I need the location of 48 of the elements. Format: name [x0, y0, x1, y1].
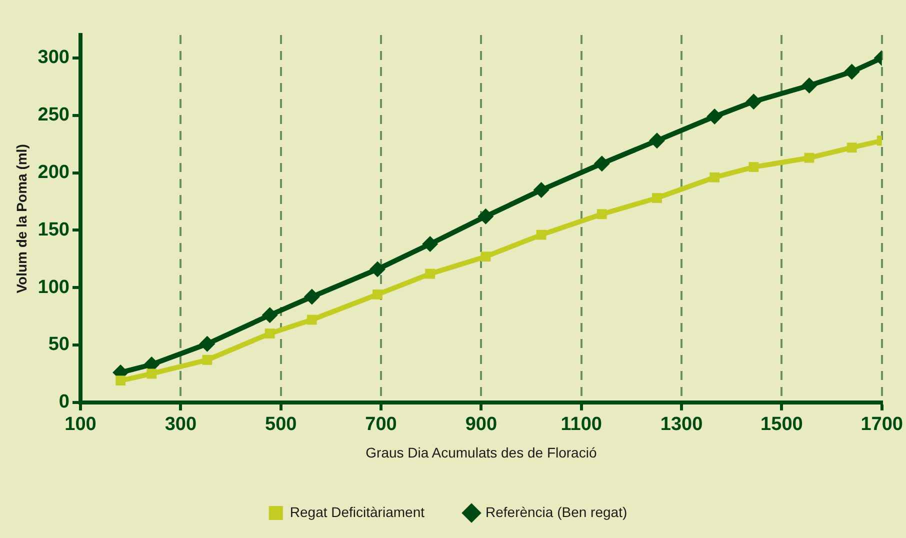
- point: [370, 261, 386, 278]
- point: [262, 307, 278, 324]
- y-tick-label: 50: [48, 334, 70, 356]
- point: [199, 336, 216, 352]
- x-tick-label: 1700: [860, 414, 904, 436]
- point: [594, 156, 610, 172]
- y-tick-label: 250: [38, 104, 70, 126]
- point: [536, 230, 546, 240]
- point: [844, 64, 860, 80]
- x-tick-label: 500: [264, 414, 297, 436]
- y-tick-label: 200: [38, 162, 70, 184]
- point: [801, 78, 818, 94]
- point: [478, 208, 494, 224]
- point: [710, 172, 720, 182]
- x-tick-label: 1100: [560, 414, 602, 436]
- x-tick-label: 1300: [660, 414, 703, 436]
- point: [648, 132, 665, 149]
- x-tick-label: 900: [465, 414, 498, 436]
- y-tick-label: 300: [38, 47, 70, 68]
- point: [652, 193, 662, 203]
- y-tick-label: 150: [38, 219, 70, 240]
- point: [146, 368, 157, 379]
- legend-label: Referència (Ben regat): [485, 504, 628, 520]
- legend-label: Regat Deficitàriament: [290, 504, 425, 520]
- point: [425, 268, 436, 279]
- point: [533, 182, 550, 198]
- x-tick-label: 100: [64, 414, 96, 436]
- point: [748, 162, 759, 172]
- y-tick-label: 0: [58, 392, 70, 413]
- y-tick-label: 100: [38, 276, 70, 298]
- x-tick-label: 300: [164, 414, 197, 436]
- point: [746, 94, 762, 110]
- x-tick-label: 700: [365, 414, 397, 436]
- point: [202, 354, 212, 365]
- point: [706, 108, 723, 125]
- point: [264, 328, 275, 338]
- point: [846, 142, 857, 152]
- point: [306, 314, 317, 325]
- point: [372, 290, 382, 300]
- point: [480, 252, 491, 262]
- point: [116, 376, 126, 386]
- x-tick-label: 1500: [760, 414, 803, 436]
- x-axis-title: Graus Dia Acumulats des de Floració: [366, 444, 597, 460]
- point: [304, 288, 320, 305]
- point: [596, 209, 607, 220]
- point: [422, 236, 438, 252]
- point: [804, 152, 814, 163]
- y-axis-title: Volum de la Poma (ml): [13, 144, 30, 294]
